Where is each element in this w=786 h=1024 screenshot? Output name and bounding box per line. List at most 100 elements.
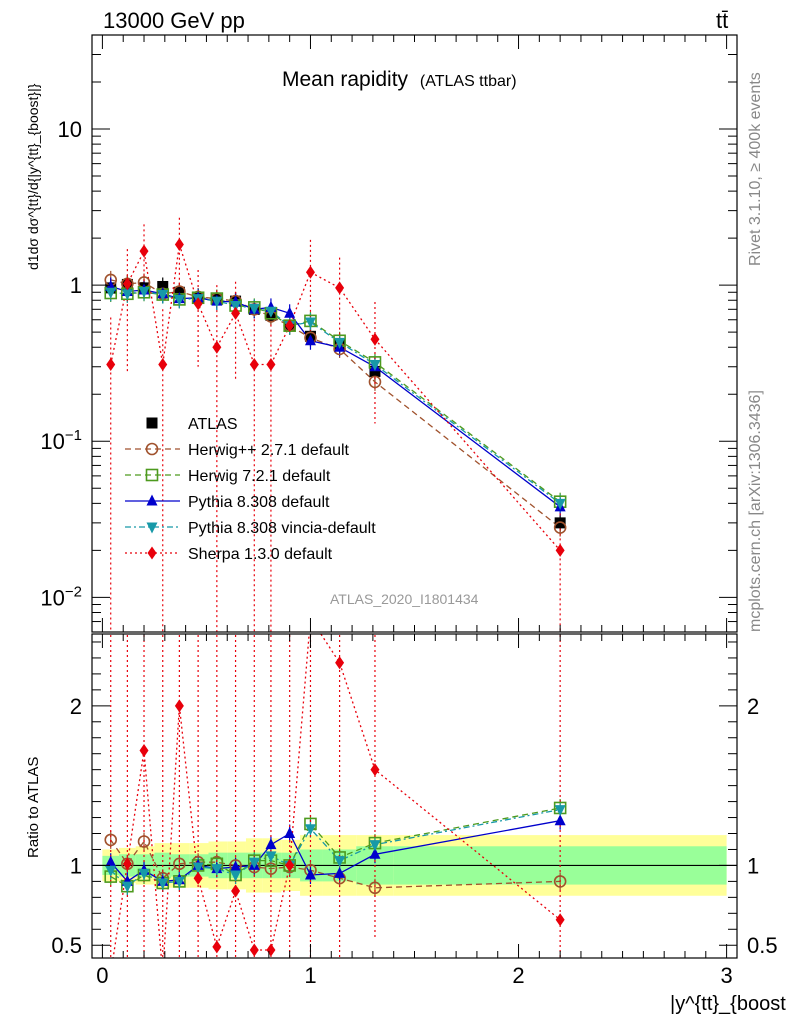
herwigpp-data-point (368, 881, 382, 895)
pythia-data-point (230, 860, 242, 872)
legend: ATLAS Herwig++ 2.7.1 default Herwig 7.2.1 … (125, 416, 376, 563)
main-y-axis-label: d1dσ dσ^{tt}/d{|y^{tt}_{boost}|} (25, 83, 41, 270)
sherpa-data-point (158, 358, 168, 372)
herwigpp-data-point (553, 521, 567, 534)
y-tick-label: 10−1 (40, 427, 82, 454)
vincia-data-point (554, 498, 566, 510)
herwigpp-data-point (137, 835, 151, 848)
pythia-data-point (105, 855, 117, 867)
sherpa-data-point (231, 306, 241, 320)
ratio-y-tick-label-right: 0.5 (747, 933, 778, 958)
legend-label-sherpa: Sherpa 1.3.0 default (188, 546, 333, 563)
plot-subtitle: (ATLAS ttbar) (420, 73, 517, 90)
vincia-data-point (211, 864, 223, 876)
y-tick-label: 10−2 (40, 583, 82, 610)
analysis-watermark: ATLAS_2020_I1801434 (330, 591, 479, 607)
pythia-data-point (265, 838, 277, 850)
vincia-data-point (230, 870, 242, 882)
ratio-y-tick-label: 2 (70, 694, 82, 719)
vincia-data-point (334, 856, 346, 868)
sherpa-data-point (158, 967, 167, 980)
vincia-data-point (121, 881, 133, 893)
sherpa-data-point (266, 943, 276, 957)
vincia-data-point (138, 868, 150, 880)
atlas-data-point (369, 365, 381, 377)
sherpa-data-point (370, 332, 380, 346)
vincia-data-point (173, 876, 185, 888)
pythia-data-point (369, 847, 381, 859)
legend-label-vincia: Pythia 8.308 vincia-default (188, 520, 376, 537)
x-tick-label: 2 (512, 963, 524, 988)
legend-label-herwig7: Herwig 7.2.1 default (188, 468, 331, 485)
vincia-data-point (157, 878, 169, 890)
sherpa-data-point (335, 281, 345, 295)
vincia-data-point (138, 287, 150, 299)
svg-text:Mean rapidity (ATLAS ttbar: Mean rapidity (ATLAS ttbar) (282, 68, 517, 91)
plot-title: Mean rapidity (282, 68, 409, 91)
sherpa-data-point (285, 319, 295, 333)
herwigpp-data-point (264, 862, 278, 875)
source-label: mcplots.cern.ch [arXiv:1306.3436] (747, 390, 764, 632)
rivet-version-label: Rivet 3.1.10, ≥ 400k events (747, 72, 764, 266)
main-series-lines (110, 217, 561, 632)
sherpa-data-point (193, 871, 203, 885)
ratio-series-lines (110, 634, 561, 958)
legend-marker-pythia (146, 494, 158, 506)
ratio-y-tick-label: 0.5 (51, 933, 82, 958)
main-series-markers (104, 238, 567, 557)
vincia-data-point (105, 865, 117, 877)
vincia-data-point (304, 824, 316, 836)
pythia-data-point (284, 827, 296, 839)
ratio-y-tick-label: 1 (70, 853, 82, 878)
pythia-data-point (334, 866, 346, 878)
legend-marker-herwigpp (145, 442, 159, 456)
legend-label-atlas: ATLAS (188, 416, 238, 433)
sherpa-data-point (231, 884, 241, 898)
ratio-y-tick-label-right: 2 (747, 694, 759, 719)
beam-label: 13000 GeV pp (103, 8, 245, 33)
ratio-uncertainty-bands (92, 835, 737, 896)
vincia-data-point (105, 287, 117, 299)
x-tick-label: 0 (96, 963, 108, 988)
y-tick-label: 10 (58, 117, 82, 142)
sherpa-data-point (174, 699, 184, 713)
herwigpp-data-point (173, 857, 186, 871)
sherpa-data-point (122, 857, 132, 871)
herwigpp-series-line (110, 279, 561, 529)
sherpa-data-point (212, 340, 222, 354)
atlas-data-point (554, 517, 566, 529)
sherpa-data-point (266, 358, 276, 372)
vincia-data-point (369, 840, 381, 852)
legend-label-pythia: Pythia 8.308 default (188, 494, 330, 511)
vincia-data-point (554, 805, 566, 817)
sherpa-data-point (212, 940, 222, 954)
herwigpp-series-line (110, 839, 561, 889)
sherpa-data-point (370, 763, 380, 777)
sherpa-data-point (193, 297, 203, 311)
x-tick-label: 3 (720, 963, 732, 988)
process-label: tt̄ (716, 8, 728, 33)
ratio-y-axis-label: Ratio to ATLAS (25, 757, 42, 858)
x-axis-label: |y^{tt}_{boost}| (670, 993, 786, 1015)
vincia-data-point (157, 290, 169, 302)
sherpa-data-point (555, 543, 565, 557)
ratio-series-markers (104, 656, 567, 980)
sherpa-data-point (249, 358, 259, 372)
vincia-data-point (248, 303, 260, 315)
sherpa-data-point (555, 913, 565, 927)
herwigpp-data-point (368, 375, 382, 389)
sherpa-series-line (110, 244, 561, 551)
vincia-data-point (121, 289, 133, 301)
legend-marker-vincia (146, 522, 158, 534)
sherpa-series-line (112, 634, 561, 958)
legend-marker-sherpa (147, 546, 157, 560)
sherpa-data-point (122, 277, 132, 291)
ratio-y-tick-label-right: 1 (747, 853, 759, 878)
legend-marker-atlas (146, 417, 158, 429)
vincia-data-point (248, 857, 260, 869)
sherpa-data-point (139, 744, 149, 758)
sherpa-data-point (335, 656, 345, 670)
vincia-data-point (265, 306, 277, 318)
vincia-data-point (173, 294, 185, 306)
